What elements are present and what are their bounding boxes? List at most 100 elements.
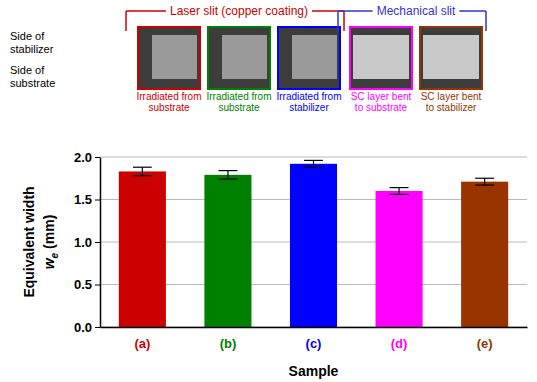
y-axis-title: Equivalent width [21,186,37,297]
y-axis-title-line2: we(mm) [41,215,60,270]
y-axis-subscript: e [49,252,60,258]
photo-placeholder-texture [152,35,197,79]
y-tick: 1.5 [74,192,100,207]
x-tick-label: (c) [306,336,322,351]
panel-caption-line: Irradiated from [276,91,341,102]
error-bar-line [398,188,399,195]
panel-caption-line: to stabilizer [426,102,477,113]
y-tick-label: 0.5 [74,277,92,292]
group-bracket [125,11,127,31]
chart: 0.00.51.01.52.0(a)(b)(c)(d)(e)SampleEqui… [21,150,528,379]
side-label-line: Side of [10,30,45,42]
y-tick-mark [95,157,100,158]
x-tick: (c) [306,327,322,351]
x-tick: (d) [391,327,408,351]
x-tick-label: (a) [134,336,150,351]
error-bar [475,178,494,185]
y-tick: 1.0 [74,235,100,250]
side-label-line: Side of [10,64,45,76]
error-bar-line [304,167,323,168]
panel-caption: Irradiated fromsubstrate [136,91,201,113]
bar [119,171,166,327]
group-bracket [459,10,486,12]
photo-frame [138,27,200,89]
x-tick-label: (e) [477,336,493,351]
group-bracket [338,10,373,12]
x-tick-label: (d) [391,336,408,351]
y-tick-label: 1.5 [74,192,92,207]
photo-frame [350,27,412,89]
panel-caption: Irradiated fromstabilizer [276,91,341,113]
bar [290,164,337,327]
photo-placeholder [208,27,270,89]
panel-caption-line: substrate [148,102,190,113]
error-bar-line [390,187,409,188]
group-bracket [126,10,166,12]
photo-placeholder [138,27,200,89]
panel-caption-line: to substrate [355,102,408,113]
y-tick: 0.0 [74,320,100,335]
side-label-line: substrate [10,77,55,89]
y-tick-label: 0.0 [74,320,92,335]
error-bar-line [133,175,152,176]
photo-panel: SC layer bentto stabilizer [420,27,482,113]
y-tick-mark [95,200,100,201]
panel-caption: SC layer bentto substrate [351,91,412,113]
x-tick: (e) [477,327,493,351]
side-label-line: stabilizer [10,43,54,55]
error-bar-line [484,178,485,185]
group-bracket [485,11,487,31]
photo-panel: Irradiated fromsubstrate [206,27,271,113]
x-axis-title: Sample [289,363,339,379]
error-bar-line [219,179,238,180]
group-bracket [343,11,345,31]
figure: Side ofstabilizerSide ofsubstrateLaser s… [0,0,537,382]
panel-group: Laser slit (copper coating) Irradiated fr… [126,4,344,113]
error-bar-line [475,184,494,185]
y-tick-mark [95,242,100,243]
error-bar-line [219,170,238,171]
y-tick-label: 2.0 [74,150,92,165]
photo-frame [208,27,270,89]
error-bar [133,167,152,176]
panel-caption-line: stabilizer [289,102,329,113]
error-bar [219,171,238,180]
error-bar-line [133,167,152,168]
photo-placeholder [278,27,340,89]
photo-placeholder-texture [353,35,409,79]
error-bar-line [475,178,494,179]
panel-caption-line: Irradiated from [206,91,271,102]
x-axis-line [101,327,528,329]
photo-panel: SC layer bentto substrate [350,27,412,113]
photo-panel: Irradiated fromstabilizer [276,27,341,113]
y-axis-unit: (mm) [41,215,57,249]
group-title: Mechanical slit [377,4,456,18]
side-label: Side ofstabilizer [10,30,54,55]
error-bar-line [142,167,143,176]
bar [461,182,508,327]
group-title: Laser slit (copper coating) [170,4,308,18]
error-bar-line [390,194,409,195]
photo-frame [420,27,482,89]
photo-frame [278,27,340,89]
bar [204,175,251,327]
y-tick: 2.0 [74,150,100,165]
x-axis: (a)(b)(c)(d)(e) [101,327,528,351]
y-tick: 0.5 [74,277,100,292]
panel-caption: Irradiated fromsubstrate [206,91,271,113]
photo-panel: Irradiated fromsubstrate [136,27,201,113]
y-tick-label: 1.0 [74,235,92,250]
y-axis: 0.0 0.5 1.0 1.5 2.0 [74,150,101,335]
bar [376,191,423,327]
y-tick-mark [95,327,100,328]
photo-panels: Side ofstabilizerSide ofsubstrateLaser s… [10,4,486,113]
error-bar-line [304,160,323,161]
photo-placeholder [350,27,412,89]
x-tick: (a) [134,327,150,351]
side-label: Side ofsubstrate [10,64,55,89]
panel-caption: SC layer bentto stabilizer [421,91,482,113]
error-bar-line [313,160,314,167]
photo-placeholder [420,27,482,89]
panel-caption-line: SC layer bent [351,91,412,102]
panel-group: Mechanical slit SC layer bentto substrate… [338,4,486,113]
